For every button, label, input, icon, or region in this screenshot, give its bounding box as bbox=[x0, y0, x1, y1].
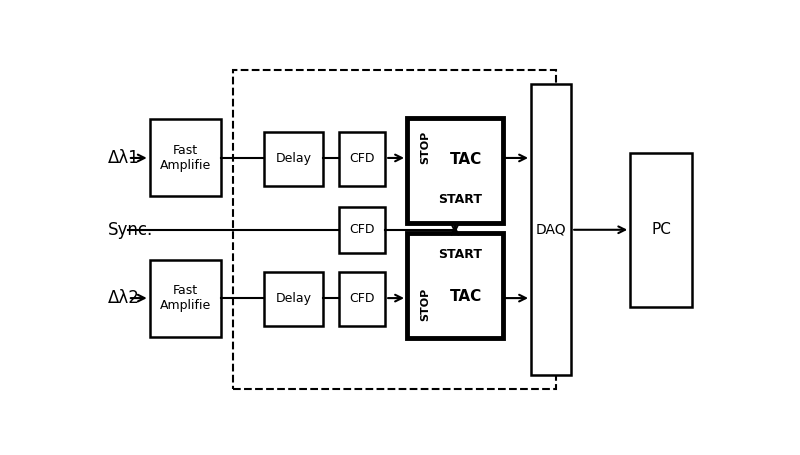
Text: Sync.: Sync. bbox=[107, 221, 153, 239]
Text: STOP: STOP bbox=[420, 131, 430, 164]
Text: Delay: Delay bbox=[276, 293, 312, 305]
Text: CFD: CFD bbox=[349, 293, 374, 305]
Text: Δλ2: Δλ2 bbox=[107, 289, 139, 307]
Bar bbox=[150, 259, 221, 337]
Text: Fast
Amplifie: Fast Amplifie bbox=[160, 144, 211, 172]
Bar bbox=[531, 84, 571, 375]
Text: STOP: STOP bbox=[420, 288, 430, 321]
Bar bbox=[338, 207, 386, 253]
Bar bbox=[264, 272, 323, 326]
Bar bbox=[234, 71, 556, 389]
Text: Fast
Amplifie: Fast Amplifie bbox=[160, 284, 211, 312]
Text: Δλ1: Δλ1 bbox=[107, 149, 139, 167]
Text: Delay: Delay bbox=[276, 152, 312, 165]
Bar bbox=[338, 131, 386, 186]
Text: TAC: TAC bbox=[450, 152, 482, 167]
Text: START: START bbox=[438, 248, 482, 261]
Text: PC: PC bbox=[651, 222, 671, 237]
Bar bbox=[407, 233, 503, 339]
Text: START: START bbox=[438, 193, 482, 206]
Bar bbox=[407, 118, 503, 223]
Bar bbox=[338, 272, 386, 326]
Text: TAC: TAC bbox=[450, 289, 482, 304]
Bar bbox=[264, 131, 323, 186]
Text: CFD: CFD bbox=[349, 223, 374, 236]
Text: DAQ: DAQ bbox=[536, 223, 566, 237]
Text: CFD: CFD bbox=[349, 152, 374, 165]
Bar bbox=[150, 119, 221, 197]
Bar bbox=[630, 153, 692, 307]
